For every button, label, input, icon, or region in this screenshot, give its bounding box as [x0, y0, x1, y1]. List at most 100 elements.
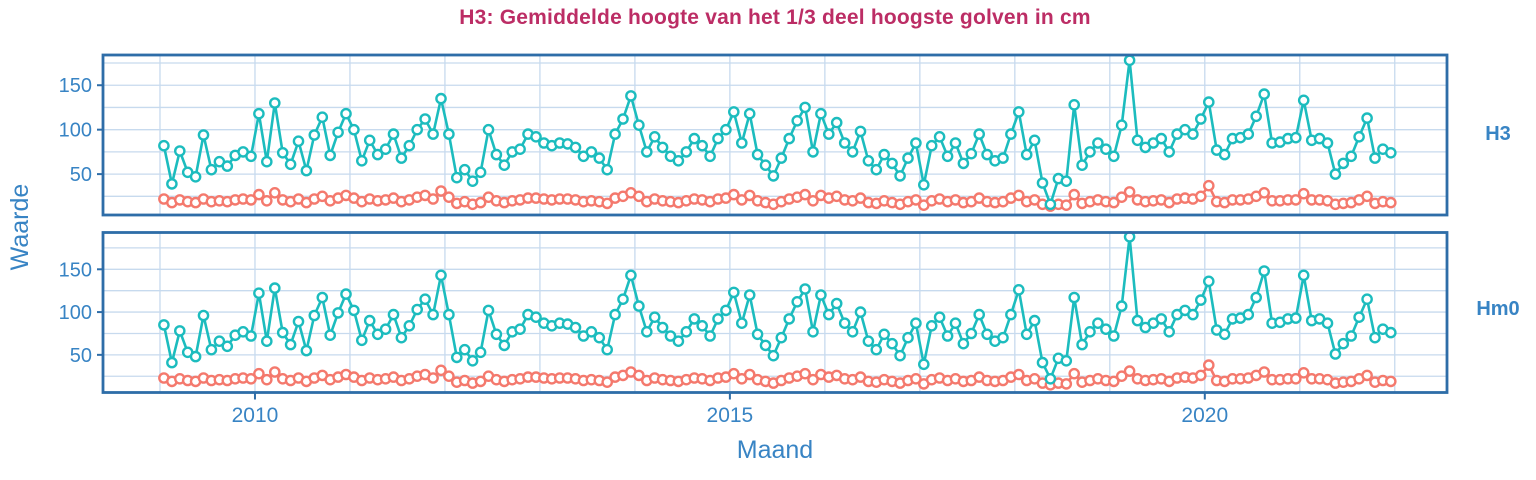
data-point-teal: [435, 269, 447, 282]
data-point-teal: [363, 134, 376, 147]
data-point-teal: [490, 328, 503, 341]
data-point-teal: [894, 170, 906, 182]
data-point-teal: [1218, 328, 1231, 341]
data-point-teal: [355, 154, 368, 167]
data-point-teal: [846, 146, 859, 158]
data-point-salmon: [743, 189, 756, 202]
data-point-salmon: [601, 376, 614, 389]
data-point-teal: [783, 132, 796, 145]
data-point-salmon: [633, 190, 645, 203]
data-point-salmon: [807, 194, 819, 207]
data-point-teal: [957, 337, 970, 350]
data-point-teal: [1115, 300, 1128, 312]
data-point-teal: [1036, 356, 1049, 369]
data-point-salmon: [728, 367, 740, 380]
data-point-teal: [830, 116, 843, 129]
data-point-teal: [585, 325, 598, 338]
data-point-salmon: [1123, 186, 1136, 198]
data-point-teal: [1369, 152, 1381, 164]
data-point-teal: [838, 317, 851, 330]
data-point-teal: [1005, 308, 1017, 321]
panel-border: [101, 53, 1449, 217]
chart-title: H3: Gemiddelde hoogte van het 1/3 deel h…: [459, 6, 1091, 29]
data-point-teal: [925, 139, 938, 152]
data-point-teal: [878, 148, 891, 161]
data-point-teal: [1092, 137, 1104, 149]
data-point-teal: [965, 327, 978, 340]
data-point-salmon: [1060, 199, 1073, 211]
data-point-teal: [205, 343, 218, 356]
data-point-teal: [823, 308, 835, 321]
data-point-teal: [1068, 99, 1080, 111]
data-point-teal: [625, 269, 637, 282]
x-axis-label: Maand: [736, 436, 814, 464]
data-point-teal: [680, 325, 693, 338]
data-point-teal: [656, 141, 669, 154]
x-tick-label: 2015: [707, 404, 754, 427]
data-point-teal: [221, 340, 234, 353]
data-point-salmon: [443, 370, 455, 383]
data-point-teal: [387, 128, 400, 140]
data-point-teal: [648, 130, 661, 143]
data-point-teal: [308, 129, 321, 141]
data-point-teal: [1345, 150, 1357, 163]
data-point-teal: [1076, 338, 1088, 351]
data-point-teal: [1060, 354, 1073, 367]
data-point-salmon: [253, 188, 265, 201]
data-point-teal: [379, 323, 392, 336]
data-point-teal: [1203, 275, 1215, 288]
data-point-teal: [316, 291, 329, 304]
data-point-teal: [609, 128, 621, 140]
data-point-teal: [807, 325, 819, 338]
data-point-salmon: [807, 373, 819, 386]
data-point-teal: [1353, 130, 1365, 143]
data-point-teal: [466, 175, 479, 187]
data-point-teal: [1290, 312, 1302, 324]
data-point-teal: [371, 328, 384, 341]
data-point-teal: [894, 349, 906, 362]
data-point-teal: [593, 152, 606, 164]
data-point-teal: [633, 300, 645, 312]
data-point-teal: [1028, 134, 1041, 147]
data-point-teal: [1321, 137, 1334, 149]
data-point-salmon: [1108, 375, 1120, 388]
data-point-teal: [1290, 131, 1302, 144]
data-point-teal: [815, 107, 827, 120]
data-point-teal: [1353, 311, 1365, 324]
data-point-teal: [854, 306, 867, 318]
data-point-teal: [371, 148, 384, 161]
data-point-teal: [403, 139, 416, 152]
data-point-teal: [633, 119, 645, 131]
data-point-teal: [292, 135, 305, 147]
data-point-teal: [838, 137, 851, 149]
data-point-teal: [949, 317, 962, 330]
data-point-teal: [419, 113, 431, 125]
data-point-teal: [300, 164, 313, 177]
data-point-teal: [767, 349, 780, 362]
data-point-teal: [458, 163, 471, 176]
data-point-teal: [569, 141, 582, 154]
data-point-salmon: [1361, 369, 1373, 382]
data-point-salmon: [1385, 375, 1397, 388]
data-point-teal: [736, 317, 748, 330]
data-point-teal: [672, 154, 685, 167]
data-point-teal: [886, 337, 898, 350]
panel-h3: 50 100 150: [59, 53, 1449, 217]
data-point-teal: [1297, 269, 1310, 282]
data-point-teal: [870, 343, 883, 356]
data-point-teal: [925, 319, 938, 332]
data-point-teal: [379, 143, 392, 155]
data-point-teal: [688, 132, 701, 145]
data-point-teal: [902, 152, 914, 164]
data-point-teal: [680, 146, 693, 158]
data-point-salmon: [268, 366, 281, 378]
data-point-teal: [759, 339, 772, 352]
data-point-teal: [656, 321, 669, 334]
data-point-teal: [1361, 293, 1373, 306]
data-point-teal: [173, 145, 186, 157]
data-point-salmon: [435, 364, 447, 377]
data-point-salmon: [1115, 370, 1128, 383]
data-point-teal: [641, 325, 653, 338]
data-point-teal: [245, 150, 257, 163]
data-point-teal: [751, 328, 764, 341]
